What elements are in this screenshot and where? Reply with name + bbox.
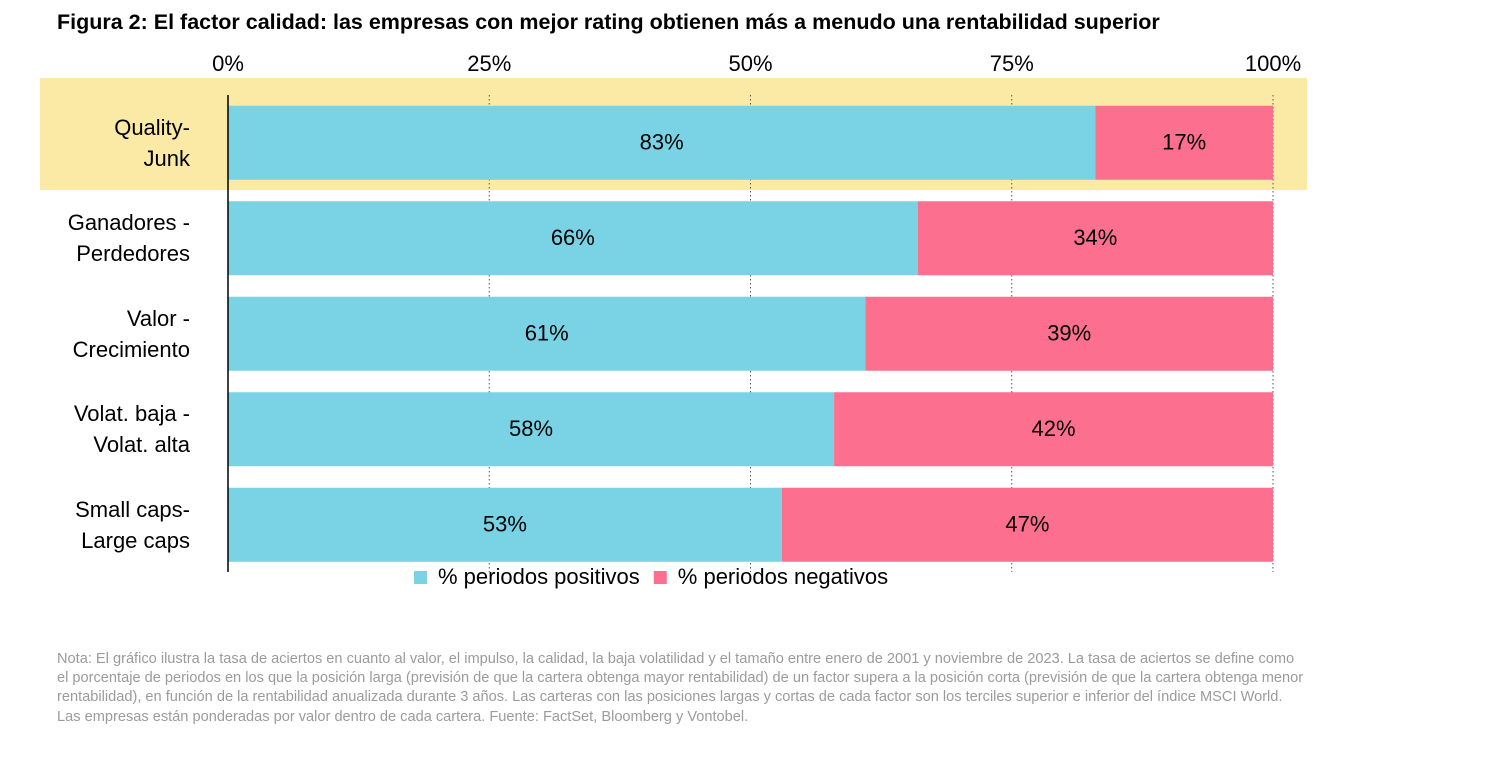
bar-segment — [228, 296, 866, 371]
value-label: 17% — [1162, 130, 1206, 155]
value-label: 61% — [525, 321, 569, 346]
legend-swatch — [414, 571, 427, 584]
x-tick-label: 0% — [212, 51, 244, 76]
x-tick-label: 25% — [467, 51, 511, 76]
value-label: 47% — [1005, 512, 1049, 537]
y-tick-label: Ganadores - Perdedores — [67, 210, 190, 267]
value-label: 66% — [551, 225, 595, 250]
legend-swatch — [653, 571, 667, 584]
bar-segment — [228, 487, 782, 562]
bar-segment — [228, 392, 835, 467]
legend-label: % periodos negativos — [678, 564, 888, 589]
y-tick-label: Small caps- Large caps — [75, 496, 190, 553]
bar-segment — [228, 201, 918, 276]
x-tick-label: 75% — [990, 51, 1034, 76]
x-tick-label: 50% — [728, 51, 772, 76]
note: Nota: El gráfico ilustra la tasa de acie… — [57, 651, 1304, 725]
value-label: 83% — [640, 130, 684, 155]
value-label: 34% — [1073, 225, 1117, 250]
x-tick-label: 100% — [1245, 51, 1301, 76]
value-label: 42% — [1032, 416, 1076, 441]
bar-segment — [834, 392, 1273, 467]
chart-title: Figura 2: El factor calidad: las empresa… — [57, 10, 1160, 34]
bar-segment — [865, 296, 1273, 371]
y-tick-label: Quality- Junk — [114, 114, 190, 171]
y-tick-label: Valor - Crecimiento — [72, 305, 190, 362]
bar-segment — [1095, 105, 1273, 180]
bar-segment — [781, 487, 1273, 562]
y-tick-label: Volat. baja - Volat. alta — [73, 401, 190, 458]
value-label: 58% — [509, 416, 553, 441]
value-label: 39% — [1047, 321, 1091, 346]
value-label: 53% — [483, 512, 527, 537]
bar-segment — [917, 201, 1273, 276]
legend-label: % periodos positivos — [438, 564, 640, 589]
bar-segment — [228, 105, 1096, 180]
